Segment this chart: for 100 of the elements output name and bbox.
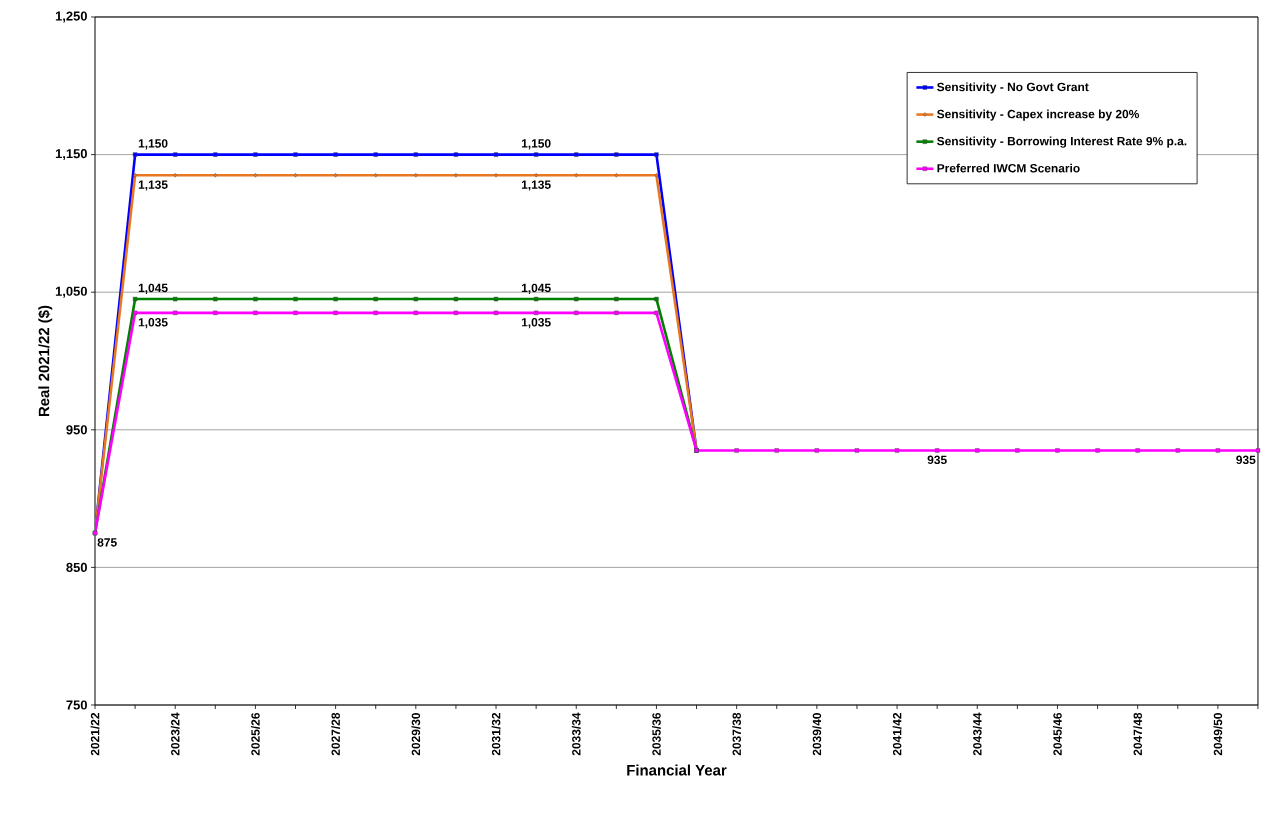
point	[453, 310, 459, 316]
y-tick-label: 850	[66, 562, 87, 572]
x-tick-label: 2037/38	[732, 712, 742, 756]
data-label: 1,150	[521, 139, 551, 150]
point	[1135, 448, 1140, 453]
point	[293, 173, 298, 178]
point	[654, 152, 659, 157]
point	[414, 173, 418, 178]
point	[173, 173, 177, 178]
y-axis-title: Real 2021/22 ($)	[38, 305, 53, 417]
x-tick-label: 2035/36	[651, 712, 661, 756]
x-tick-label: 2023/24	[170, 712, 180, 756]
legend-label: Preferred IWCM Scenario	[937, 163, 1080, 173]
point	[614, 310, 619, 316]
y-tick-label: 1,250	[55, 11, 87, 23]
point	[934, 448, 940, 453]
point	[132, 152, 138, 157]
point	[374, 173, 378, 178]
point	[253, 310, 258, 316]
data-label: 1,045	[138, 283, 168, 294]
point	[774, 448, 779, 453]
point	[173, 296, 178, 302]
point	[373, 152, 378, 157]
point	[333, 296, 338, 302]
legend-label: Sensitivity - Borrowing Interest Rate 9% p.a.	[937, 136, 1187, 148]
point	[333, 152, 338, 157]
point	[293, 296, 298, 302]
legend-label: Sensitivity - Capex increase by 20%	[937, 109, 1140, 121]
point	[453, 296, 459, 302]
x-tick-label: 2045/46	[1053, 712, 1062, 756]
x-tick-label: 2043/44	[972, 712, 982, 756]
y-tick-label: 1,050	[55, 286, 87, 298]
data-label: 1,150	[138, 139, 168, 150]
point	[293, 152, 298, 157]
point	[132, 296, 138, 302]
point	[493, 152, 499, 157]
point	[494, 173, 498, 178]
data-label: 1,035	[521, 318, 551, 329]
point	[654, 296, 659, 302]
point	[533, 310, 539, 316]
point	[133, 173, 137, 178]
point	[493, 310, 499, 316]
x-tick-label: 2039/40	[812, 713, 822, 756]
x-tick-label: 2033/34	[571, 712, 581, 756]
data-label: 1,135	[521, 180, 551, 191]
point	[213, 152, 218, 157]
point	[854, 448, 860, 453]
point	[894, 448, 900, 453]
x-tick-label: 2027/28	[331, 712, 341, 756]
x-tick-label: 2031/32	[491, 712, 501, 756]
point	[574, 310, 579, 316]
point	[814, 448, 820, 453]
point	[614, 173, 619, 178]
point	[654, 310, 659, 316]
x-tick-label: 2025/26	[250, 712, 260, 756]
point	[493, 296, 499, 302]
point	[173, 310, 178, 316]
x-tick-label: 2021/22	[90, 712, 100, 756]
y-tick-label: 750	[66, 700, 87, 710]
point	[253, 296, 258, 302]
point	[132, 310, 138, 316]
point	[454, 173, 458, 178]
data-label: 1,035	[138, 318, 168, 329]
x-tick-label: 2047/48	[1133, 712, 1143, 756]
x-tick-label: 2041/42	[892, 712, 902, 756]
point	[533, 296, 539, 302]
point	[413, 296, 419, 302]
point	[333, 310, 338, 316]
point	[1095, 448, 1100, 453]
point	[253, 173, 258, 178]
data-label: 935	[927, 455, 947, 465]
point	[534, 173, 538, 178]
point	[574, 173, 578, 178]
data-label: 1,135	[138, 180, 168, 191]
point	[213, 173, 217, 178]
legend-label: Sensitivity - No Govt Grant	[937, 82, 1089, 94]
point	[614, 152, 619, 157]
point	[1015, 448, 1020, 453]
point	[614, 296, 619, 302]
point	[293, 310, 298, 316]
point	[453, 152, 459, 157]
point	[574, 152, 579, 157]
data-label: 1,045	[521, 283, 551, 294]
y-tick-label: 950	[66, 425, 87, 435]
point	[1055, 448, 1060, 453]
point	[213, 296, 218, 302]
point	[413, 152, 419, 157]
y-tick-label: 1,150	[55, 149, 87, 161]
point	[333, 173, 338, 178]
point	[734, 448, 739, 453]
point	[975, 448, 980, 453]
point	[373, 310, 378, 316]
point	[574, 296, 579, 302]
point	[413, 310, 419, 316]
x-tick-label: 2049/50	[1213, 713, 1223, 756]
point	[1255, 448, 1261, 453]
point	[213, 310, 218, 316]
point	[1215, 448, 1221, 453]
point	[253, 152, 258, 157]
x-axis-title: Financial Year	[627, 764, 727, 776]
